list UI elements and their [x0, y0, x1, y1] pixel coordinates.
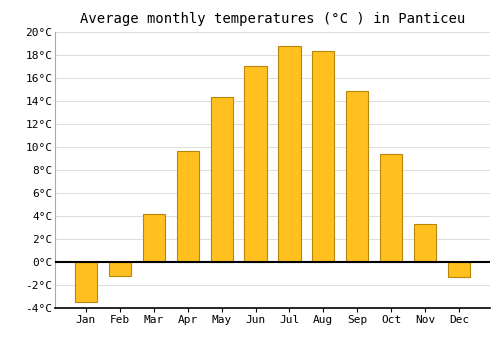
- Title: Average monthly temperatures (°C ) in Panticeu: Average monthly temperatures (°C ) in Pa…: [80, 12, 465, 26]
- Bar: [448, 262, 470, 277]
- Bar: [312, 51, 334, 262]
- Bar: [278, 47, 300, 262]
- Bar: [346, 91, 368, 262]
- Bar: [244, 66, 266, 262]
- Bar: [142, 214, 165, 262]
- Bar: [210, 97, 233, 262]
- Bar: [176, 151, 199, 262]
- Bar: [414, 224, 436, 262]
- Bar: [108, 262, 131, 276]
- Bar: [380, 154, 402, 262]
- Bar: [75, 262, 97, 302]
